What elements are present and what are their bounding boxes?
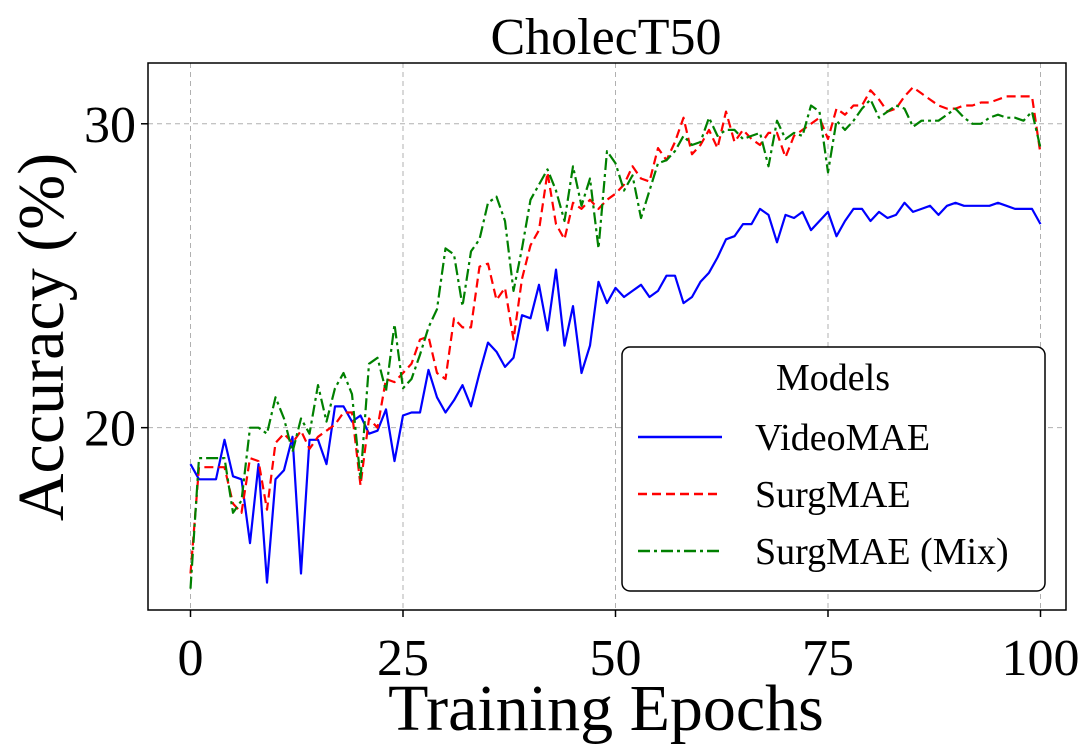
legend-label-surgmae: SurgMAE — [755, 474, 911, 516]
x-tick-label: 25 — [377, 630, 429, 687]
y-tick-label: 20 — [84, 401, 136, 458]
axis-ticks: 0 25 50 75 100 20 30 — [84, 97, 1079, 687]
legend-label-surgmae-mix: SurgMAE (Mix) — [755, 531, 1009, 573]
x-tick-label: 0 — [178, 630, 204, 687]
x-tick-label: 75 — [802, 630, 854, 687]
x-tick-label: 50 — [590, 630, 642, 687]
chart-title: CholecT50 — [490, 9, 721, 66]
x-axis-label: Training Epochs — [388, 672, 824, 745]
y-axis-label: Accuracy (%) — [5, 153, 78, 521]
series-line-surgmae — [189, 86, 1042, 574]
y-tick-label: 30 — [84, 97, 136, 154]
legend: Models VideoMAE SurgMAE SurgMAE (Mix) — [621, 346, 1046, 592]
series-group — [189, 86, 1042, 589]
series-line-surgmae-mix — [189, 98, 1042, 589]
legend-title: Models — [776, 357, 890, 399]
plot-area-frame — [147, 62, 1067, 611]
legend-label-videomae: VideoMAE — [755, 417, 930, 459]
x-tick-label: 100 — [1002, 630, 1079, 687]
legend-box — [621, 346, 1046, 592]
